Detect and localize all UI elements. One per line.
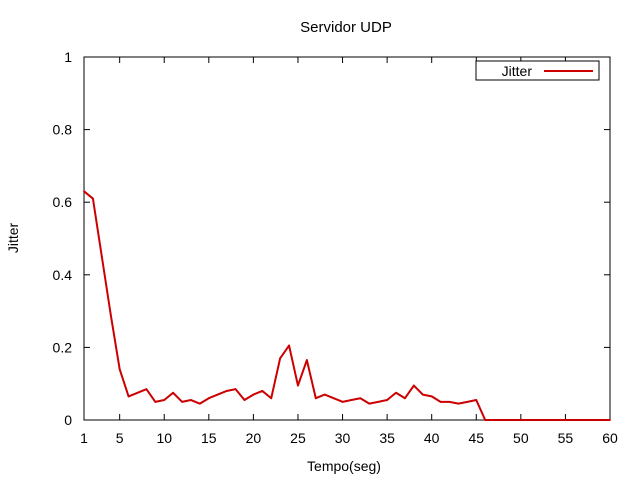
data-point — [100, 255, 103, 258]
data-point — [270, 397, 273, 400]
x-tick-label: 1 — [80, 430, 88, 446]
data-point — [457, 402, 460, 405]
x-tick-label: 40 — [424, 430, 440, 446]
data-point — [502, 419, 504, 421]
data-point — [314, 397, 317, 400]
data-point — [573, 419, 576, 421]
y-axis: 0 0.2 0.4 0.6 0.8 1 — [53, 49, 610, 428]
chart-title: Servidor UDP — [300, 19, 392, 36]
data-point — [118, 368, 121, 371]
data-point — [225, 390, 228, 392]
data-point — [421, 393, 424, 396]
data-point — [332, 397, 335, 400]
data-point — [323, 393, 326, 396]
data-point — [341, 400, 344, 403]
x-tick-label: 55 — [558, 430, 574, 446]
data-point — [172, 391, 175, 394]
data-point — [181, 400, 183, 403]
data-point — [154, 400, 157, 403]
legend: Jitter — [475, 60, 600, 81]
data-point — [439, 400, 442, 403]
data-point — [350, 399, 353, 401]
x-tick-label: 45 — [468, 430, 484, 446]
data-point — [546, 419, 549, 421]
data-point — [252, 393, 255, 396]
data-point — [475, 399, 478, 401]
data-point — [564, 419, 567, 421]
data-point — [83, 190, 85, 193]
data-point — [511, 419, 513, 421]
y-axis-label: Jitter — [5, 222, 21, 253]
data-point — [288, 344, 290, 347]
data-point — [519, 419, 522, 421]
series-jitter-line — [83, 190, 610, 421]
data-point — [163, 399, 166, 401]
data-point — [279, 357, 282, 360]
y-tick-label: 1 — [64, 49, 72, 65]
data-point — [537, 419, 540, 421]
data-point — [297, 384, 299, 387]
plot-frame — [83, 56, 611, 421]
data-point — [127, 395, 130, 398]
data-point — [243, 399, 246, 401]
data-point — [207, 397, 210, 400]
data-point — [600, 419, 602, 421]
data-point — [359, 397, 362, 400]
x-axis: 1 5 10 15 20 25 30 35 40 45 50 55 60 — [80, 57, 618, 446]
data-point — [386, 399, 389, 401]
y-tick-label: 0.8 — [53, 122, 73, 138]
data-point — [368, 402, 371, 405]
x-tick-label: 25 — [290, 430, 306, 446]
data-point — [609, 419, 611, 421]
x-tick-label: 20 — [246, 430, 262, 446]
data-point — [528, 419, 531, 421]
data-point — [395, 391, 397, 394]
data-point — [234, 388, 237, 391]
data-point — [555, 419, 558, 421]
x-tick-label: 50 — [513, 430, 529, 446]
data-point — [92, 197, 94, 200]
data-point — [466, 400, 469, 403]
x-tick-label: 35 — [379, 430, 395, 446]
data-point — [377, 400, 380, 403]
x-tick-label: 60 — [602, 430, 618, 446]
series-jitter-points — [83, 190, 611, 421]
data-point — [430, 395, 433, 398]
x-axis-label: Tempo(seg) — [307, 458, 381, 474]
data-point — [190, 399, 192, 401]
data-point — [448, 400, 451, 403]
data-point — [591, 419, 594, 421]
data-point — [305, 359, 308, 362]
data-point — [412, 384, 415, 387]
legend-box — [475, 60, 600, 81]
y-tick-label: 0.6 — [53, 194, 73, 210]
x-tick-label: 30 — [335, 430, 351, 446]
data-point — [198, 402, 201, 405]
data-point — [582, 419, 585, 421]
x-tick-label: 15 — [201, 430, 217, 446]
data-point — [404, 397, 406, 400]
data-point — [109, 313, 112, 316]
y-tick-label: 0 — [64, 412, 72, 428]
data-point — [484, 419, 487, 421]
y-tick-label: 0.4 — [53, 267, 73, 283]
data-point — [145, 388, 148, 391]
data-point — [216, 393, 219, 396]
data-point — [136, 391, 139, 394]
x-tick-label: 10 — [156, 430, 172, 446]
data-point — [261, 390, 264, 392]
y-tick-label: 0.2 — [53, 339, 73, 355]
data-point — [493, 419, 496, 421]
x-tick-label: 5 — [116, 430, 124, 446]
legend-label-jitter: Jitter — [502, 63, 533, 79]
